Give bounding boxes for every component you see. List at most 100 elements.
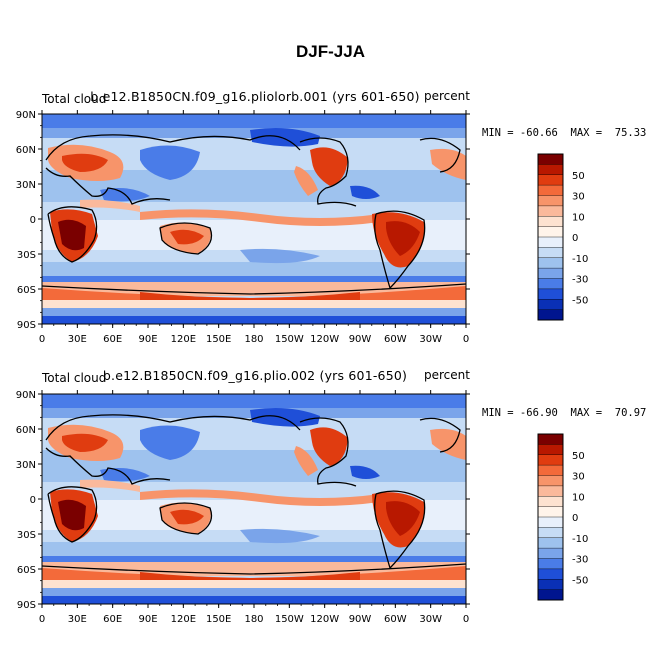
panel-1-colorbar-swatch	[538, 205, 563, 217]
panel-1-lon-tick-label: 0	[463, 334, 469, 345]
panel-1-lon-tick-label: 120E	[171, 334, 196, 345]
panel-1-coastlines	[42, 134, 466, 295]
panel-2-coastlines	[42, 414, 466, 575]
panel-2-lon-tick-label: 30W	[419, 614, 442, 625]
panel-1-colorbar-label: 50	[572, 171, 585, 182]
panel-1-colorbar-label: 10	[572, 212, 585, 223]
panel-2-colorbar-swatch	[538, 517, 563, 528]
panel-1-colorbar-label: 30	[572, 192, 585, 203]
panel-2-lon-tick-label: 0	[39, 614, 45, 625]
panel-2-lat-tick-label: 60S	[17, 565, 36, 576]
panel-1-colorbar-swatch	[538, 247, 563, 259]
panel-1-variable-label: Total cloud	[42, 92, 107, 106]
panel-1-lon-tick-label: 180	[244, 334, 263, 345]
panel-2-colorbar-swatch	[538, 589, 563, 601]
panel-2-colorbar-swatch	[538, 454, 563, 466]
panel-1-colorbar-swatch	[538, 309, 563, 321]
panel-1-lat-tick-label: 0	[30, 215, 36, 226]
panel-1-lon-tick-label: 90W	[349, 334, 372, 345]
panel-1-lon-tick-label: 0	[39, 334, 45, 345]
panel-1-lon-tick-label: 150E	[206, 334, 231, 345]
panel-1-units-label: percent	[424, 89, 470, 103]
panel-2-colorbar-swatch	[538, 506, 563, 518]
panel-1-lat-tick-label: 30N	[16, 180, 36, 191]
panel-2-colorbar-swatch	[538, 537, 563, 549]
panel-1-lon-tick-label: 150W	[275, 334, 304, 345]
panel-2-lat-tick-label: 90N	[16, 390, 36, 401]
panel-2-lon-tick-label: 120E	[171, 614, 196, 625]
panel-2-variable-label: Total cloud	[42, 371, 107, 385]
panel-2-colorbar-swatch	[538, 548, 563, 559]
panel-2-colorbar-swatch	[538, 485, 563, 497]
panel-1-lon-tick-label: 30E	[68, 334, 87, 345]
panel-2-colorbar-label: 0	[572, 513, 578, 524]
panel-1-colorbar-swatch	[538, 185, 563, 196]
panel-1-colorbar-swatch	[538, 154, 563, 165]
panel-2-lat-tick-label: 60N	[16, 425, 36, 436]
panel-2-lon-tick-label: 60E	[103, 614, 122, 625]
panel-2-lon-tick-label: 90W	[349, 614, 372, 625]
panel-2-lon-tick-label: 180	[244, 614, 263, 625]
panel-1-lon-tick-label: 30W	[419, 334, 442, 345]
panel-1-map	[42, 114, 466, 324]
panel-1-lon-tick-label: 90E	[138, 334, 157, 345]
panel-2-colorbar-swatch	[538, 527, 563, 539]
panel-2-colorbar-label: 50	[572, 451, 585, 462]
panel-1-lat-tick-label: 30S	[17, 250, 36, 261]
panel-1-colorbar-label: 0	[572, 233, 578, 244]
panel-1-min-max: MIN = -60.66 MAX = 75.33	[482, 127, 647, 139]
panel-2-colorbar-label: 10	[572, 492, 585, 503]
panel-2-lon-tick-label: 150W	[275, 614, 304, 625]
panel-1-colorbar-swatch	[538, 268, 563, 279]
panel-1-colorbar-swatch	[538, 216, 563, 227]
panel-2-lat-tick-label: 30S	[17, 530, 36, 541]
panel-2-colorbar-swatch	[538, 568, 563, 580]
panel-1-colorbar-swatch	[538, 174, 563, 186]
panel-1-colorbar-swatch	[538, 299, 563, 310]
panel-2-colorbar-swatch	[538, 579, 563, 590]
panel-1-lat-tick-label: 90S	[17, 320, 36, 331]
panel-1-lon-tick-label: 120W	[310, 334, 339, 345]
panel-2-lon-tick-label: 150E	[206, 614, 231, 625]
panel-1-lon-tick-label: 60W	[384, 334, 407, 345]
panel-2-map	[42, 394, 466, 604]
panel-2-min-max: MIN = -66.90 MAX = 70.97	[482, 407, 647, 419]
panel-2-lon-tick-label: 60W	[384, 614, 407, 625]
panel-2-colorbar-swatch	[538, 434, 563, 445]
panel-2-lon-tick-label: 120W	[310, 614, 339, 625]
panel-1-colorbar-label: -50	[572, 295, 588, 306]
panel-1-colorbar-swatch	[538, 226, 563, 238]
panel-1-colorbar-swatch	[538, 164, 563, 176]
panel-1-colorbar-swatch	[538, 257, 563, 269]
panel-2-colorbar-label: 30	[572, 472, 585, 483]
panel-2-colorbar-label: -30	[572, 555, 588, 566]
panel-2-case-title: b.e12.B1850CN.f09_g16.plio.002 (yrs 601-…	[102, 368, 408, 383]
panel-1-colorbar-swatch	[538, 237, 563, 248]
panel-2-lat-tick-label: 90S	[17, 600, 36, 611]
panel-1-lat-tick-label: 90N	[16, 110, 36, 121]
panel-1-colorbar-swatch	[538, 278, 563, 290]
panel-2-lon-tick-label: 90E	[138, 614, 157, 625]
panel-2-colorbar-label: -10	[572, 534, 588, 545]
panel-2-colorbar-swatch	[538, 496, 563, 507]
panel-2-colorbar-swatch	[538, 465, 563, 476]
panel-1-colorbar-label: -10	[572, 254, 588, 265]
panel-2-colorbar-swatch	[538, 444, 563, 456]
panel-2-colorbar-swatch	[538, 475, 563, 487]
panel-1-colorbar-label: -30	[572, 275, 588, 286]
panel-2-lat-tick-label: 30N	[16, 460, 36, 471]
panel-2-colorbar-label: -50	[572, 575, 588, 586]
figure-title: DJF-JJA	[296, 42, 365, 61]
panel-1-colorbar-swatch	[538, 195, 563, 207]
panel-1-case-title: b.e12.B1850CN.f09_g16.pliolorb.001 (yrs …	[90, 89, 420, 104]
panel-1-lat-tick-label: 60S	[17, 285, 36, 296]
panel-2-colorbar-swatch	[538, 558, 563, 570]
panel-2-lon-tick-label: 30E	[68, 614, 87, 625]
panel-1-lat-tick-label: 60N	[16, 145, 36, 156]
panel-2-lat-tick-label: 0	[30, 495, 36, 506]
panel-1-lon-tick-label: 60E	[103, 334, 122, 345]
panel-2-units-label: percent	[424, 368, 470, 382]
panel-1-colorbar-swatch	[538, 288, 563, 300]
panel-2-lon-tick-label: 0	[463, 614, 469, 625]
